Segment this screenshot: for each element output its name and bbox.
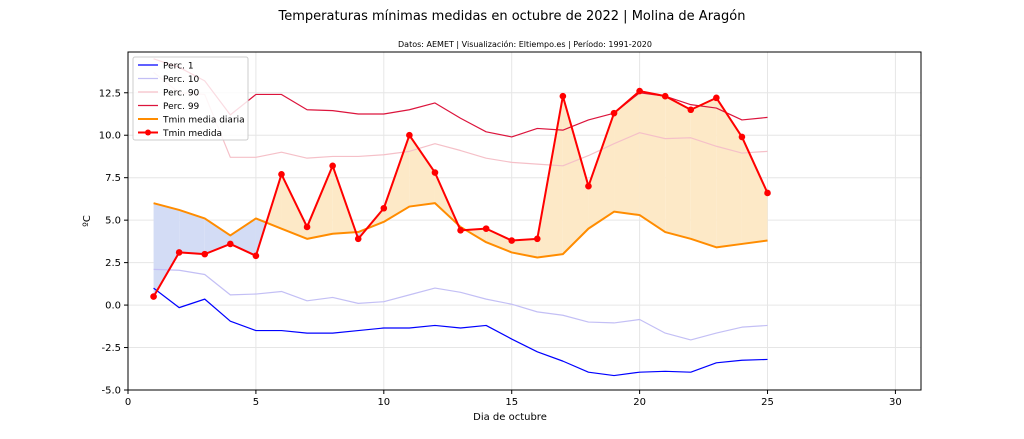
data-point-tmin-medida bbox=[636, 87, 643, 95]
data-point-tmin-medida bbox=[252, 252, 260, 260]
fill-below-segment bbox=[204, 218, 231, 255]
y-tick-label: -2.5 bbox=[101, 343, 121, 354]
legend-marker bbox=[145, 129, 151, 136]
x-tick-label: 25 bbox=[761, 397, 774, 408]
fill-above-segment bbox=[690, 97, 717, 248]
x-tick-label: 30 bbox=[889, 397, 902, 408]
x-axis-label: Dia de octubre bbox=[473, 412, 547, 423]
series-line-perc-90 bbox=[153, 71, 768, 167]
axes-frame bbox=[127, 51, 922, 391]
fill-above-segment bbox=[639, 91, 666, 233]
fill-above-segment bbox=[562, 96, 589, 255]
series-line-perc-1 bbox=[153, 287, 768, 377]
data-point-tmin-medida bbox=[175, 249, 183, 256]
data-point-tmin-medida bbox=[661, 92, 669, 100]
fill-above-segment bbox=[588, 113, 615, 229]
data-point-tmin-medida bbox=[738, 133, 746, 141]
data-point-tmin-medida bbox=[764, 189, 771, 197]
legend-label: Perc. 90 bbox=[163, 89, 200, 99]
data-point-tmin-medida bbox=[713, 94, 720, 102]
series-lines bbox=[150, 58, 771, 377]
legend-label: Tmin media diaria bbox=[162, 116, 245, 126]
fill-above-segment bbox=[486, 228, 512, 253]
ticks: 0 5 10 15 20 25 30 -5.0 -2.5 0.0 2.5 5.0 7.5 10.0 12.5 bbox=[99, 88, 902, 408]
fill-above-segment bbox=[741, 136, 768, 244]
x-tick-label: 0 bbox=[125, 397, 131, 408]
data-point-tmin-medida bbox=[380, 204, 388, 212]
chart-title: Temperaturas mínimas medidas en octubre … bbox=[278, 9, 746, 24]
data-point-tmin-medida bbox=[354, 235, 362, 243]
fill-above-segment bbox=[281, 174, 308, 239]
y-axis-label: ºC bbox=[82, 215, 93, 227]
data-point-tmin-medida bbox=[201, 250, 209, 258]
data-point-tmin-medida bbox=[585, 182, 592, 190]
data-point-tmin-medida bbox=[303, 223, 311, 231]
data-point-tmin-medida bbox=[431, 169, 439, 176]
data-point-tmin-medida bbox=[559, 92, 567, 100]
x-tick-label: 10 bbox=[377, 397, 390, 408]
data-point-tmin-medida bbox=[278, 170, 285, 178]
x-tick-label: 5 bbox=[253, 397, 259, 408]
x-tick-label: 15 bbox=[505, 397, 518, 408]
series-line-perc-10 bbox=[153, 268, 768, 341]
data-point-tmin-medida bbox=[533, 235, 541, 243]
y-tick-label: 2.5 bbox=[105, 258, 121, 269]
y-tick-label: 5.0 bbox=[105, 216, 121, 227]
data-point-tmin-medida bbox=[508, 237, 516, 244]
data-point-tmin-medida bbox=[406, 131, 413, 139]
fill-above-segment bbox=[614, 91, 640, 216]
chart-subtitle: Datos: AEMET | Visualización: Eltiempo.e… bbox=[398, 39, 652, 49]
data-point-tmin-medida bbox=[687, 106, 695, 114]
legend: Perc. 1 Perc. 10 Perc. 90 Perc. 99 Tmin medi… bbox=[132, 56, 249, 141]
legend-label: Perc. 10 bbox=[163, 75, 200, 85]
fill-below-segment bbox=[153, 203, 180, 297]
data-point-tmin-medida bbox=[457, 227, 464, 234]
fill-above-segment bbox=[716, 97, 742, 248]
fill-above-segment bbox=[383, 135, 410, 222]
fill-above-segment bbox=[307, 165, 333, 239]
x-tick-label: 20 bbox=[633, 397, 646, 408]
data-point-tmin-medida bbox=[610, 109, 618, 117]
y-tick-label: 7.5 bbox=[105, 173, 121, 184]
fill-above-segment bbox=[409, 135, 435, 207]
legend-label: Perc. 99 bbox=[163, 102, 200, 112]
data-point-tmin-medida bbox=[329, 162, 336, 170]
y-tick-label: -5.0 bbox=[101, 386, 121, 397]
legend-label: Tmin medida bbox=[162, 129, 222, 139]
data-point-tmin-medida bbox=[482, 225, 490, 232]
series-line-tmin-media-diaria bbox=[153, 202, 768, 259]
data-point-tmin-medida bbox=[150, 293, 157, 300]
fill-below-segment bbox=[179, 209, 205, 255]
y-tick-label: 10.0 bbox=[99, 131, 121, 142]
fill-above-segment bbox=[665, 96, 691, 239]
legend-box bbox=[132, 56, 249, 141]
data-point-tmin-medida bbox=[227, 240, 234, 248]
y-tick-label: 0.0 bbox=[105, 301, 121, 312]
legend-label: Perc. 1 bbox=[163, 62, 194, 72]
y-tick-label: 12.5 bbox=[99, 88, 121, 99]
